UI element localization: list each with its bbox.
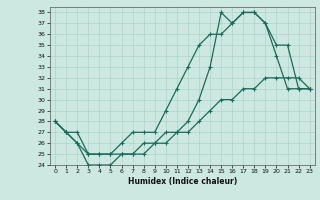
X-axis label: Humidex (Indice chaleur): Humidex (Indice chaleur) bbox=[128, 177, 237, 186]
